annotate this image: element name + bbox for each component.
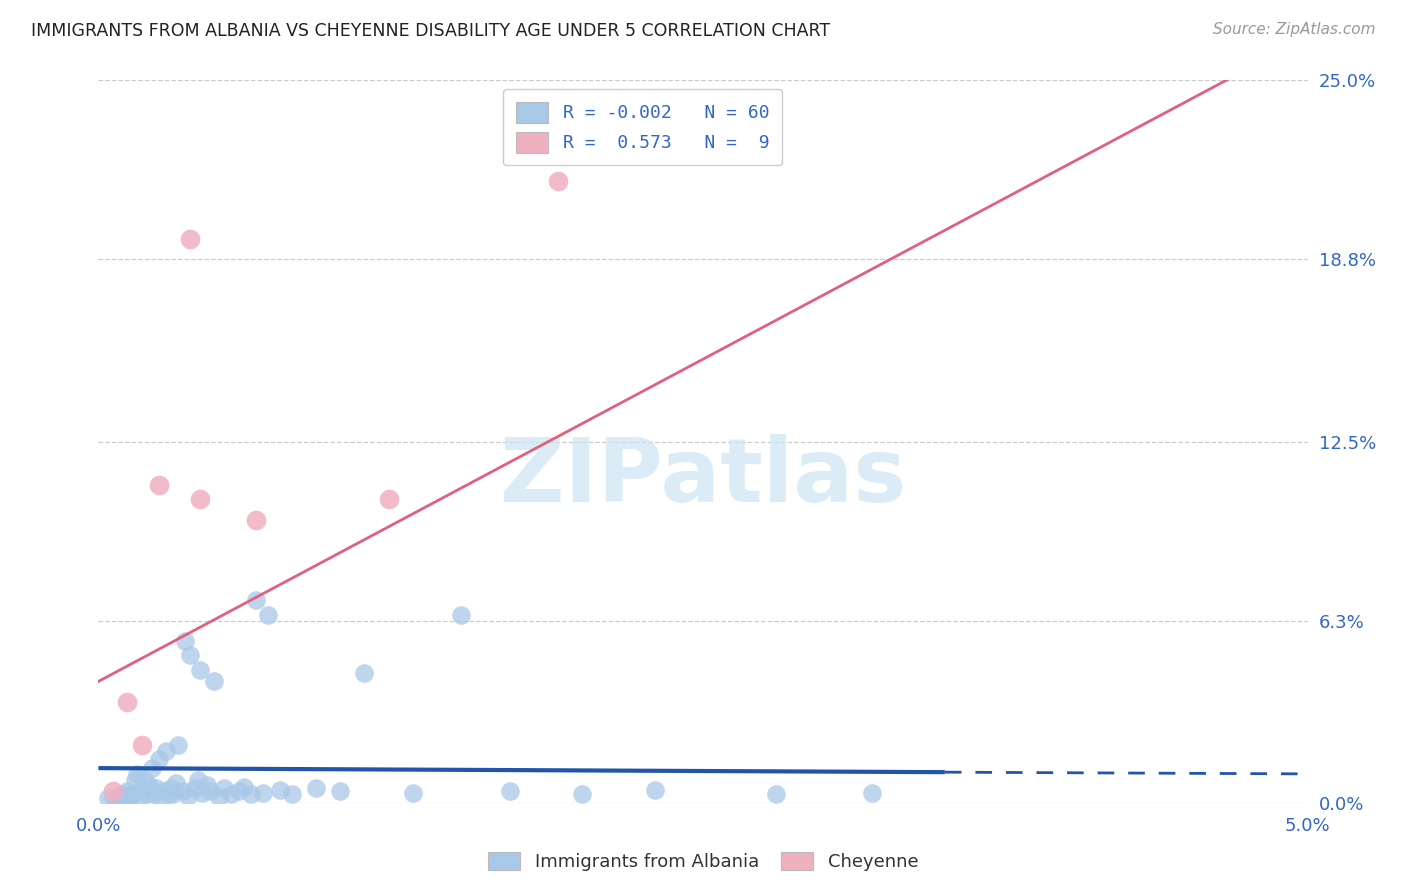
Point [117, 695, 139, 709]
Point [184, 781, 207, 796]
Point [108, 789, 131, 803]
Point [135, 787, 157, 801]
Point [860, 786, 883, 800]
Point [143, 787, 166, 801]
Point [187, 772, 209, 787]
Point [212, 781, 235, 796]
Point [644, 782, 666, 797]
Point [141, 761, 163, 775]
Point [160, 781, 183, 796]
Point [97, 791, 120, 805]
Point [165, 775, 187, 789]
Point [138, 779, 160, 793]
Point [256, 607, 278, 622]
Point [167, 738, 190, 752]
Point [179, 648, 201, 663]
Point [195, 779, 218, 793]
Point [177, 789, 200, 803]
Text: ZIPatlas: ZIPatlas [501, 434, 905, 521]
Point [228, 784, 250, 798]
Point [114, 791, 136, 805]
Point [172, 784, 194, 798]
Point [547, 174, 569, 188]
Point [571, 787, 593, 801]
Point [281, 787, 304, 801]
Point [148, 478, 170, 492]
Point [117, 784, 139, 798]
Point [245, 512, 267, 526]
Point [245, 593, 267, 607]
Point [198, 784, 221, 798]
Point [232, 780, 254, 794]
Point [111, 787, 134, 801]
Legend: R = -0.002   N = 60, R =  0.573   N =  9: R = -0.002 N = 60, R = 0.573 N = 9 [503, 89, 782, 165]
Point [208, 790, 231, 805]
Y-axis label: Disability Age Under 5: Disability Age Under 5 [0, 341, 8, 542]
Point [131, 738, 153, 752]
Point [179, 232, 201, 246]
Point [145, 781, 167, 796]
Point [148, 752, 170, 766]
Point [377, 492, 399, 507]
Point [101, 790, 124, 805]
Point [127, 767, 149, 781]
Point [107, 793, 129, 807]
Point [188, 663, 211, 677]
Point [191, 786, 214, 800]
Text: Source: ZipAtlas.com: Source: ZipAtlas.com [1212, 22, 1375, 37]
Point [221, 787, 243, 801]
Point [305, 781, 328, 796]
Text: IMMIGRANTS FROM ALBANIA VS CHEYENNE DISABILITY AGE UNDER 5 CORRELATION CHART: IMMIGRANTS FROM ALBANIA VS CHEYENNE DISA… [31, 22, 830, 40]
Point [353, 665, 375, 680]
Point [239, 787, 262, 801]
Point [150, 791, 173, 805]
Point [252, 786, 274, 800]
Point [118, 790, 141, 805]
Point [162, 787, 184, 801]
Point [188, 492, 211, 507]
Point [329, 784, 352, 798]
Point [450, 607, 472, 622]
Point [121, 787, 143, 801]
Point [152, 784, 174, 798]
Point [155, 744, 177, 758]
Point [204, 674, 226, 689]
Point [101, 784, 124, 798]
Point [174, 634, 197, 648]
Point [765, 787, 787, 801]
Point [131, 781, 153, 796]
Legend: Immigrants from Albania, Cheyenne: Immigrants from Albania, Cheyenne [481, 845, 925, 879]
Point [128, 790, 150, 805]
Point [402, 786, 425, 800]
Point [498, 784, 520, 798]
Point [124, 772, 146, 787]
Point [157, 787, 180, 801]
Point [269, 782, 291, 797]
Point [134, 772, 156, 787]
